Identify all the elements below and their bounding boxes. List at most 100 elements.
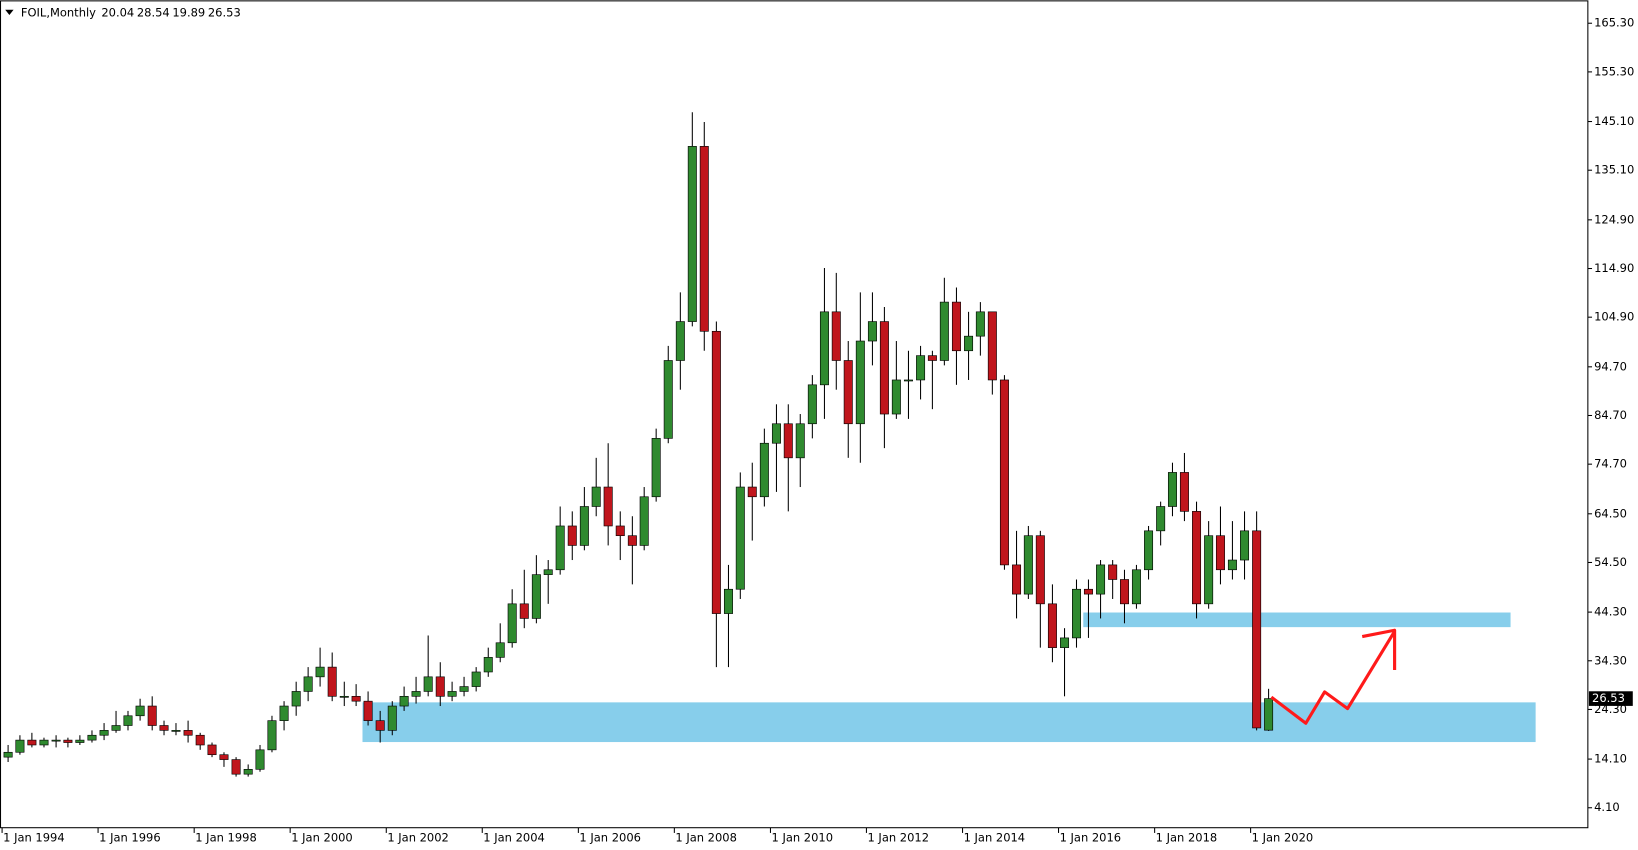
candle-body (255, 749, 265, 770)
x-tick-label: 1 Jan 2012 (867, 831, 929, 845)
candle-body (555, 525, 565, 571)
ohlc-high: 28.54 (137, 5, 170, 19)
x-tick-label: 1 Jan 2002 (387, 831, 449, 845)
y-tick-label: 64.50 (1594, 506, 1627, 520)
candle-body (495, 642, 505, 658)
candle-body (351, 695, 361, 702)
candle-body (399, 695, 409, 707)
price-marker (1588, 691, 1633, 706)
candle-body (615, 525, 625, 537)
candle-body (291, 691, 301, 707)
candle-body (1012, 564, 1022, 595)
symbol-label: FOIL,Monthly (21, 5, 96, 19)
candle-body (435, 676, 445, 697)
candle-body (315, 666, 325, 678)
menu-triangle[interactable] (5, 9, 14, 15)
ohlc-open: 20.04 (101, 5, 134, 19)
candle-body (795, 423, 805, 459)
candle-body (219, 754, 229, 760)
candle-body (699, 146, 709, 332)
plot-frame (0, 0, 1589, 829)
candle-body (99, 730, 109, 736)
x-tick-label: 1 Jan 1994 (3, 831, 65, 845)
candle-body (1240, 530, 1250, 561)
candle-body (879, 321, 889, 415)
candle-body (1119, 579, 1129, 605)
y-tick-label: 145.10 (1594, 114, 1634, 128)
x-tick-label: 1 Jan 2010 (772, 831, 834, 845)
candle-body (1096, 564, 1106, 595)
x-tick-label: 1 Jan 2014 (964, 831, 1026, 845)
candle-body (711, 330, 721, 614)
candle-body (51, 739, 61, 742)
y-tick-label: 4.10 (1594, 800, 1620, 814)
candle-body (363, 700, 373, 721)
candle-body (1215, 535, 1225, 571)
candle-body (927, 355, 937, 361)
candle-body (807, 384, 817, 425)
candle-body (423, 676, 433, 692)
candle-body (243, 768, 253, 775)
candle-body (687, 146, 697, 322)
x-tick-label: 1 Jan 2000 (291, 831, 353, 845)
candle-body (771, 423, 781, 444)
candle-body (651, 438, 661, 498)
y-tick-label: 104.90 (1594, 310, 1634, 324)
candle-body (1035, 535, 1045, 605)
candle-body (15, 739, 25, 753)
candle-body (339, 695, 349, 698)
candle-body (111, 725, 121, 731)
candle-body (663, 360, 673, 439)
projection-arrow (1270, 630, 1396, 725)
candle-body (207, 744, 217, 756)
candle-body (987, 311, 997, 381)
y-tick-label: 74.70 (1594, 457, 1627, 471)
candle-body (916, 355, 926, 381)
candle-body (831, 311, 841, 361)
candle-body (483, 657, 493, 673)
candle-body (327, 666, 337, 697)
candle-body (735, 486, 745, 590)
x-tick-label: 1 Jan 2018 (1156, 831, 1218, 845)
candle-body (507, 603, 517, 644)
x-tick-label: 1 Jan 2006 (579, 831, 641, 845)
candle-body (39, 739, 49, 746)
candle-body (147, 705, 157, 726)
candle-body (999, 379, 1009, 566)
candle-body (639, 496, 649, 546)
y-tick-label: 44.30 (1594, 605, 1627, 619)
support-zone (362, 702, 1536, 743)
candle-body (543, 569, 553, 575)
x-tick-label: 1 Jan 1998 (195, 831, 257, 845)
candle-body (1072, 588, 1081, 639)
candle-body (1047, 603, 1057, 648)
candle-body (1192, 511, 1202, 605)
candle-body (939, 301, 949, 361)
ohlc-low: 19.89 (172, 5, 205, 19)
x-tick-label: 1 Jan 2016 (1060, 831, 1122, 845)
y-tick-label: 34.30 (1594, 653, 1627, 667)
candle-body (1060, 637, 1070, 648)
x-tick-label: 1 Jan 1996 (99, 831, 161, 845)
ohlc-close: 26.53 (208, 5, 241, 19)
candle-body (411, 691, 421, 697)
y-tick-label: 54.50 (1594, 555, 1627, 569)
x-tick-label: 1 Jan 2020 (1252, 831, 1314, 845)
resistance-zone (1083, 612, 1511, 628)
candle-body (1167, 472, 1177, 507)
candle-body (819, 311, 829, 386)
candle-body (567, 525, 577, 546)
price-label: 26.53 (1592, 691, 1625, 705)
candle-body (783, 423, 793, 459)
y-tick-label: 14.10 (1594, 752, 1627, 766)
candle-body (759, 442, 769, 498)
y-tick-label: 165.30 (1594, 16, 1634, 30)
x-tick-label: 1 Jan 2004 (483, 831, 545, 845)
candle-body (1083, 588, 1093, 595)
candles (3, 112, 1274, 777)
candle-body (123, 715, 133, 726)
y-tick-label: 84.70 (1594, 408, 1627, 422)
candle-body (579, 506, 589, 546)
